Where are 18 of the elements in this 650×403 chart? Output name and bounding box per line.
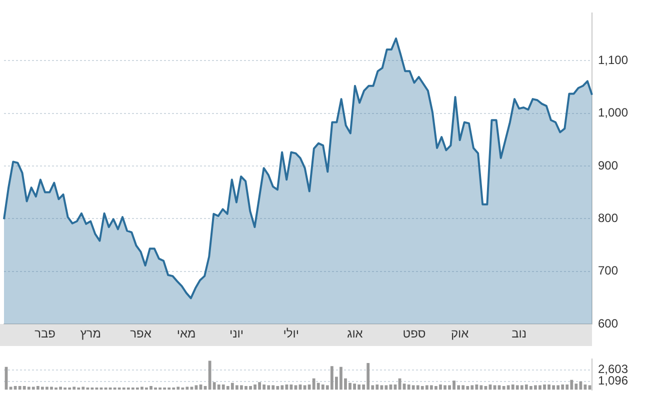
- x-tick-label: נוב: [512, 326, 527, 341]
- y-tick-label: 1,096: [598, 374, 628, 388]
- x-tick-label: אפר: [130, 326, 152, 341]
- x-tick-label: פבר: [34, 326, 56, 341]
- x-tick-label: יוני: [229, 326, 244, 341]
- y-tick-label: 2,603: [598, 362, 628, 376]
- y-tick-label: 700: [598, 264, 618, 278]
- x-tick-label: מרץ: [80, 326, 101, 341]
- y-tick-label: 900: [598, 158, 618, 172]
- x-tick-label: אוג: [347, 326, 364, 341]
- y-tick-label: 800: [598, 210, 618, 225]
- x-tick-label: יולי: [283, 326, 300, 341]
- y-tick-label: 1,000: [598, 106, 628, 120]
- x-tick-label: ספט: [402, 326, 426, 341]
- x-tick-label: מאי: [176, 326, 196, 341]
- x-tick-label: אוק: [450, 326, 470, 341]
- y-tick-label: 600: [598, 316, 618, 330]
- y-tick-label: 1,100: [598, 52, 628, 67]
